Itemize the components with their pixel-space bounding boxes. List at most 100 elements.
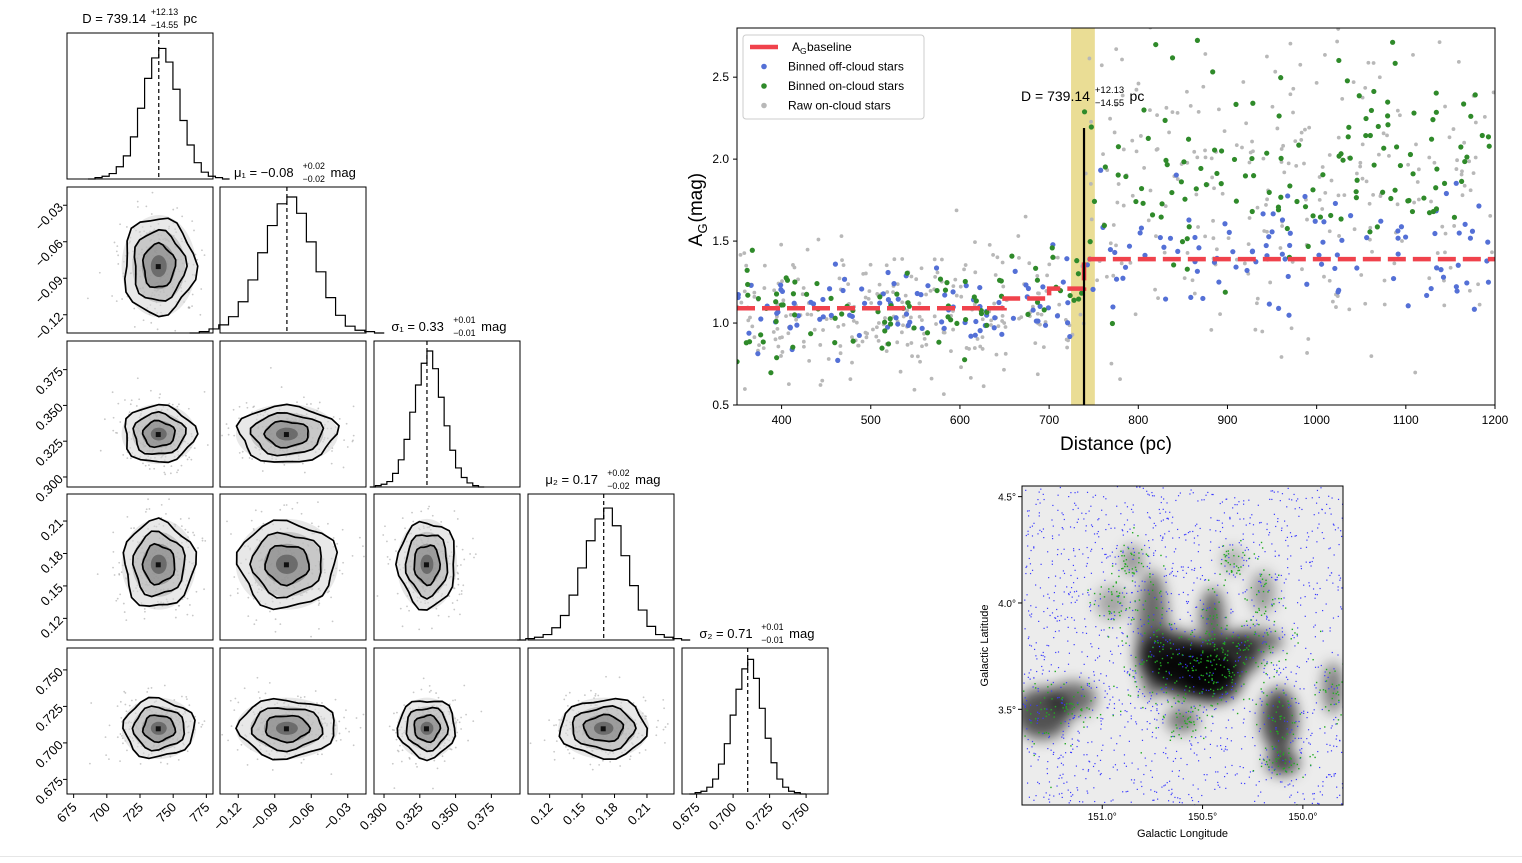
off-cloud-star <box>1056 620 1058 622</box>
off-cloud-star <box>1171 567 1173 569</box>
off-cloud-point <box>1402 234 1409 240</box>
off-cloud-star <box>1049 614 1051 617</box>
raw-star-point <box>1162 250 1167 255</box>
sample-point <box>387 562 390 565</box>
sample-point <box>568 752 571 755</box>
off-cloud-star <box>1165 753 1167 755</box>
off-cloud-star <box>1192 530 1194 533</box>
raw-star-point <box>818 343 823 347</box>
off-cloud-star <box>1151 736 1153 738</box>
off-cloud-star <box>1067 626 1069 628</box>
off-cloud-star <box>1126 519 1129 521</box>
off-cloud-star <box>1061 512 1063 514</box>
sample-point <box>248 457 251 459</box>
off-cloud-star <box>1071 738 1073 740</box>
off-cloud-star <box>1174 757 1177 760</box>
contour-line <box>571 705 637 752</box>
contour-line <box>405 706 450 753</box>
sample-point <box>130 399 133 402</box>
off-cloud-point <box>1244 267 1250 274</box>
sample-point <box>126 515 129 518</box>
raw-star-point <box>1336 135 1341 140</box>
off-cloud-star <box>1077 789 1079 791</box>
off-cloud-star <box>1103 615 1105 617</box>
raw-star-point <box>1427 276 1432 281</box>
sample-point <box>566 704 569 707</box>
raw-star-point <box>1298 62 1303 67</box>
raw-star-point <box>1164 105 1169 110</box>
off-cloud-star <box>1086 546 1088 549</box>
raw-star-point <box>1027 261 1032 266</box>
off-cloud-star <box>1285 676 1288 678</box>
off-cloud-star <box>1301 748 1303 750</box>
off-cloud-star <box>1266 615 1268 617</box>
off-cloud-point <box>1390 275 1397 282</box>
off-cloud-star <box>1312 712 1314 714</box>
off-cloud-point <box>841 276 848 282</box>
off-cloud-star <box>1109 688 1111 690</box>
off-cloud-star <box>1279 773 1281 775</box>
off-cloud-star <box>1318 523 1320 525</box>
sample-point <box>257 691 260 693</box>
sample-point <box>250 519 253 522</box>
off-cloud-star <box>1310 653 1312 655</box>
off-cloud-star <box>1078 801 1081 803</box>
sample-point <box>280 386 283 388</box>
off-cloud-star <box>1139 618 1142 621</box>
raw-star-point <box>856 343 861 348</box>
sample-point <box>116 597 119 600</box>
raw-star-point <box>1305 351 1309 355</box>
raw-star-point <box>1211 236 1216 241</box>
raw-star-point <box>1185 251 1190 255</box>
off-cloud-star <box>1064 720 1066 723</box>
off-cloud-star <box>1226 684 1228 687</box>
off-cloud-star <box>1113 703 1116 705</box>
off-cloud-star <box>1092 496 1094 498</box>
off-cloud-star <box>1300 597 1302 599</box>
off-cloud-star <box>1278 667 1281 669</box>
raw-star-point <box>1234 143 1239 148</box>
raw-star-point <box>919 266 924 271</box>
sample-point <box>246 764 249 766</box>
off-cloud-star <box>1062 514 1064 516</box>
raw-star-point <box>1087 56 1092 61</box>
raw-star-point <box>826 357 831 361</box>
off-cloud-star <box>1028 672 1030 674</box>
raw-star-point <box>1454 167 1459 171</box>
raw-star-point <box>1119 261 1124 266</box>
sample-point <box>142 462 144 465</box>
off-cloud-star <box>1259 728 1261 730</box>
sample-point <box>104 736 107 738</box>
off-cloud-star <box>1200 566 1202 569</box>
off-cloud-star <box>1166 502 1168 504</box>
off-cloud-star <box>1166 610 1168 612</box>
raw-star-point <box>895 340 900 345</box>
off-cloud-star <box>1094 800 1096 803</box>
off-cloud-star <box>1168 608 1170 610</box>
raw-star-point <box>1136 81 1141 86</box>
raw-star-point <box>1363 301 1368 306</box>
scatter-sigma1-sigma2 <box>388 677 483 790</box>
sample-point <box>456 599 459 602</box>
sample-point <box>458 593 461 596</box>
off-cloud-star <box>1078 595 1080 597</box>
off-cloud-star <box>1059 774 1061 776</box>
off-cloud-star <box>1094 541 1096 544</box>
off-cloud-star <box>1082 632 1084 634</box>
off-cloud-star <box>1290 742 1292 744</box>
off-cloud-star <box>1223 512 1226 514</box>
sample-point <box>105 754 108 757</box>
raw-star-point <box>840 258 844 263</box>
sample-point <box>112 429 115 432</box>
sample-point <box>303 471 306 474</box>
raw-star-point <box>1175 177 1180 181</box>
off-cloud-star <box>1188 655 1190 658</box>
sample-point <box>317 604 320 606</box>
off-cloud-star <box>1068 802 1070 804</box>
off-cloud-star <box>1114 527 1116 529</box>
sample-point <box>461 548 464 551</box>
sample-point <box>111 391 114 394</box>
off-cloud-star <box>1283 582 1285 584</box>
raw-star-point <box>1154 147 1159 152</box>
